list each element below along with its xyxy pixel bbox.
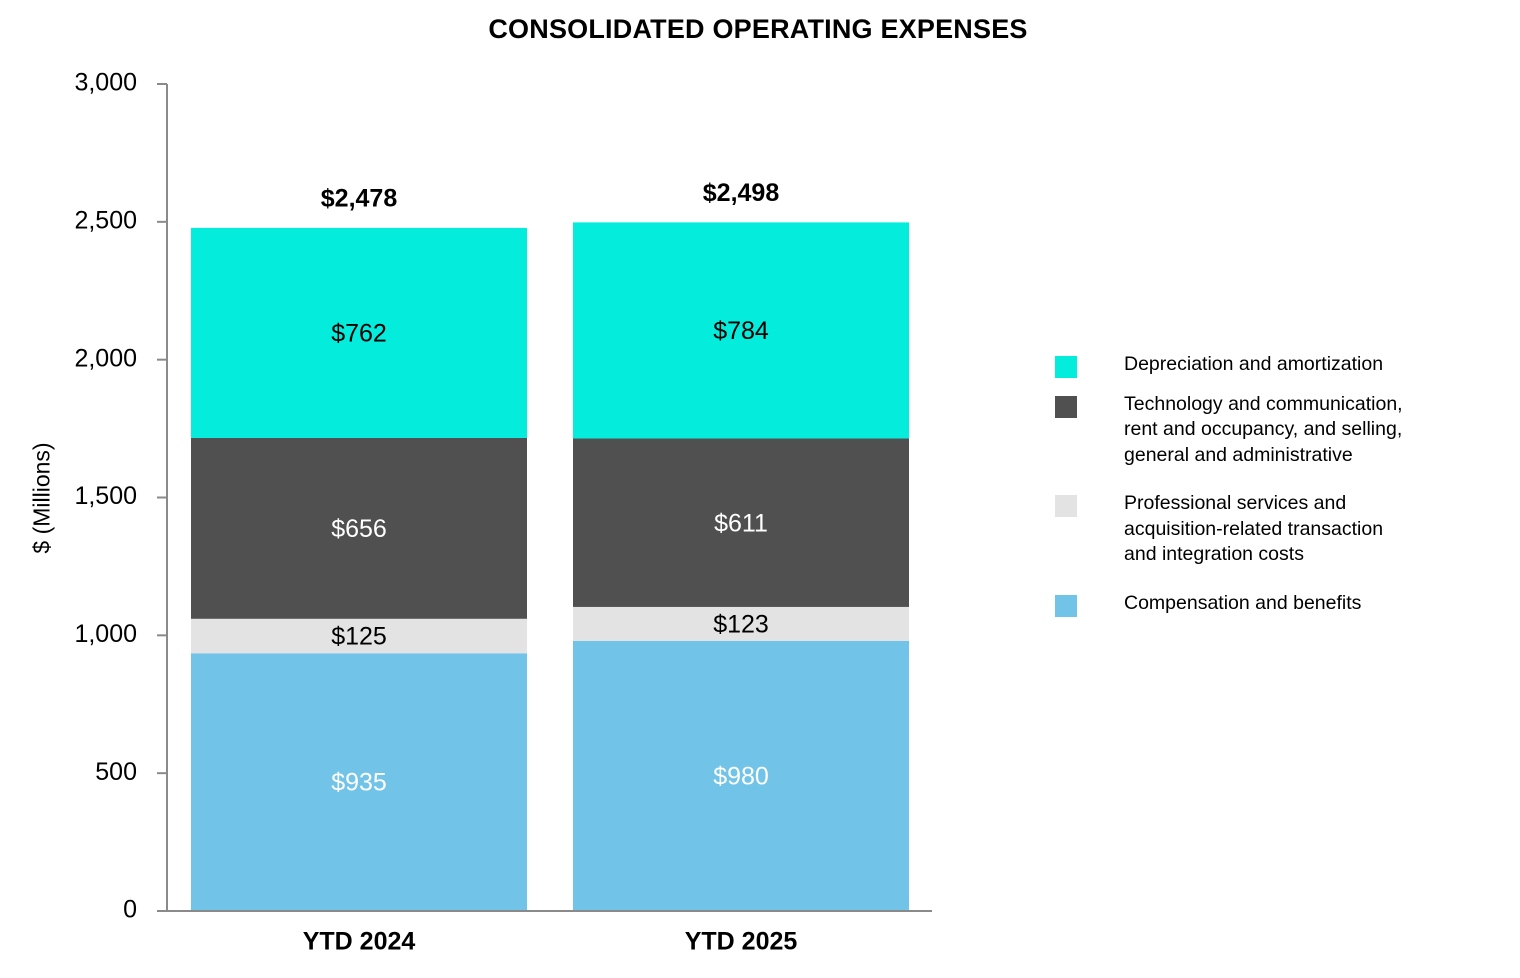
segment-label: $656 [331,515,387,543]
segment-label: $935 [331,769,387,797]
bar-segment [573,640,909,911]
x-tick-label: YTD 2025 [685,928,798,956]
legend-label: Technology and communication, rent and o… [1124,392,1403,466]
legend-swatch [1055,395,1077,418]
y-tick-label: 1,000 [74,620,137,648]
bar-segment [191,653,527,911]
legend-label: Compensation and benefits [1124,591,1362,614]
total-label: $2,498 [703,179,780,207]
legend-swatch [1055,594,1077,617]
y-tick-label: 1,500 [74,482,137,510]
y-tick-label: 2,000 [74,344,137,372]
segment-label: $980 [713,763,769,791]
bar-segment [191,437,527,619]
chart-title: CONSOLIDATED OPERATING EXPENSES [488,14,1028,44]
segment-label: $125 [331,623,387,651]
legend-item: Professional services and acquisition-re… [1055,491,1495,568]
segment-label: $762 [331,320,387,348]
bar-segment [573,606,909,641]
legend: Depreciation and amortization Technology … [1055,352,1495,617]
segment-label: $123 [713,611,769,639]
y-tick-label: 3,000 [74,69,137,97]
legend-item: Depreciation and amortization [1055,352,1495,378]
legend-label: Professional services and acquisition-re… [1124,492,1384,565]
bar-segment [573,222,909,439]
total-label: $2,478 [321,185,398,213]
legend-swatch [1055,356,1077,378]
y-tick-label: 2,500 [74,206,137,234]
bar-segment [191,227,527,438]
legend-swatch [1055,495,1077,517]
segment-label: $784 [713,317,769,345]
segment-label: $611 [714,509,768,537]
y-tick-label: 0 [123,896,137,924]
legend-label: Depreciation and amortization [1124,353,1384,375]
y-tick-label: 500 [95,758,137,786]
legend-item: Technology and communication, rent and o… [1055,392,1495,469]
x-tick-label: YTD 2024 [303,928,416,956]
bar-segment [191,618,527,654]
legend-item: Compensation and benefits [1055,591,1495,617]
bar-segment [573,438,909,607]
